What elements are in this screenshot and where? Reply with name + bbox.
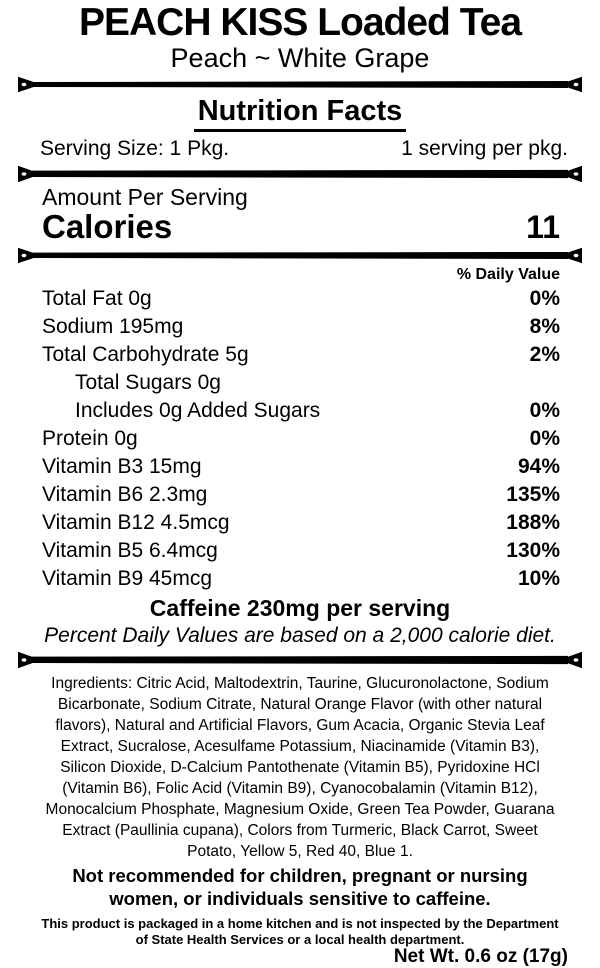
nutrient-label: Total Carbohydrate 5g	[42, 343, 249, 367]
nutrient-label: Total Sugars 0g	[75, 371, 221, 395]
nutrient-dv: 188%	[506, 511, 560, 535]
nutrient-row: Total Sugars 0g	[42, 372, 560, 393]
serving-size: Serving Size: 1 Pkg.	[40, 137, 230, 161]
divider-bar	[18, 651, 582, 668]
amount-per-serving-label: Amount Per Serving	[42, 184, 248, 211]
divider-bar	[18, 166, 582, 183]
nutrient-label: Sodium 195mg	[42, 315, 184, 339]
nutrient-dv: 94%	[517, 455, 560, 479]
caffeine-per-serving: Caffeine 230mg per serving	[149, 595, 451, 622]
nutrition-facts-heading: Nutrition Facts	[18, 95, 582, 133]
net-weight: Net Wt. 0.6 oz (17g)	[393, 945, 568, 967]
divider-bar	[18, 247, 582, 264]
home-kitchen-disclaimer: This product is packaged in a home kitch…	[41, 915, 559, 948]
nutrient-row: Total Fat 0g 0%	[42, 288, 560, 309]
nutrient-label: Protein 0g	[42, 427, 138, 451]
nutrient-dv: 2%	[529, 343, 560, 367]
nutrient-dv: 8%	[529, 315, 560, 339]
nutrient-row: Protein 0g 0%	[42, 428, 560, 449]
ingredients-text: Ingredients: Citric Acid, Maltodextrin, …	[45, 674, 555, 861]
flavor-subtitle: Peach ~ White Grape	[170, 43, 430, 74]
nutrient-row: Vitamin B9 45mcg 10%	[42, 568, 560, 589]
nutrient-row: Total Carbohydrate 5g 2%	[42, 344, 560, 365]
nutrient-dv: 130%	[506, 539, 560, 563]
calories-row: Calories 11	[18, 210, 582, 243]
nutrient-dv: 135%	[506, 483, 560, 507]
calories-label: Calories	[42, 208, 173, 246]
nutrient-label: Vitamin B6 2.3mg	[42, 483, 208, 507]
calories-value: 11	[526, 209, 560, 246]
caffeine-warning: Not recommended for children, pregnant o…	[72, 865, 528, 909]
nutrient-row: Vitamin B6 2.3mg 135%	[42, 484, 560, 505]
daily-value-header: % Daily Value	[456, 266, 560, 284]
nutrient-dv: 10%	[517, 567, 560, 591]
nutrient-row: Vitamin B5 6.4mcg 130%	[42, 540, 560, 561]
nutrient-row: Sodium 195mg 8%	[42, 316, 560, 337]
nutrient-label: Total Fat 0g	[42, 287, 152, 311]
nutrient-row: Vitamin B3 15mg 94%	[42, 456, 560, 477]
divider-bar	[18, 77, 582, 93]
nutrient-label: Includes 0g Added Sugars	[75, 399, 321, 423]
product-title: PEACH KISS Loaded Tea	[78, 1, 522, 44]
nutrient-label: Vitamin B9 45mcg	[42, 567, 213, 591]
nutrient-table: Total Fat 0g 0% Sodium 195mg 8% Total Ca…	[18, 288, 582, 589]
nutrient-row: Vitamin B12 4.5mcg 188%	[42, 512, 560, 533]
servings-per-package: 1 serving per pkg.	[401, 137, 568, 161]
nutrient-dv: 0%	[529, 427, 560, 451]
nutrient-dv: 0%	[529, 399, 560, 423]
daily-value-footnote: Percent Daily Values are based on a 2,00…	[44, 623, 556, 647]
nutrient-label: Vitamin B5 6.4mcg	[42, 539, 218, 563]
nutrient-dv: 0%	[529, 287, 560, 311]
nutrient-label: Vitamin B12 4.5mcg	[42, 511, 230, 535]
nutrient-row: Includes 0g Added Sugars 0%	[42, 400, 560, 421]
nutrient-label: Vitamin B3 15mg	[42, 455, 202, 479]
serving-info-row: Serving Size: 1 Pkg. 1 serving per pkg.	[18, 137, 582, 161]
